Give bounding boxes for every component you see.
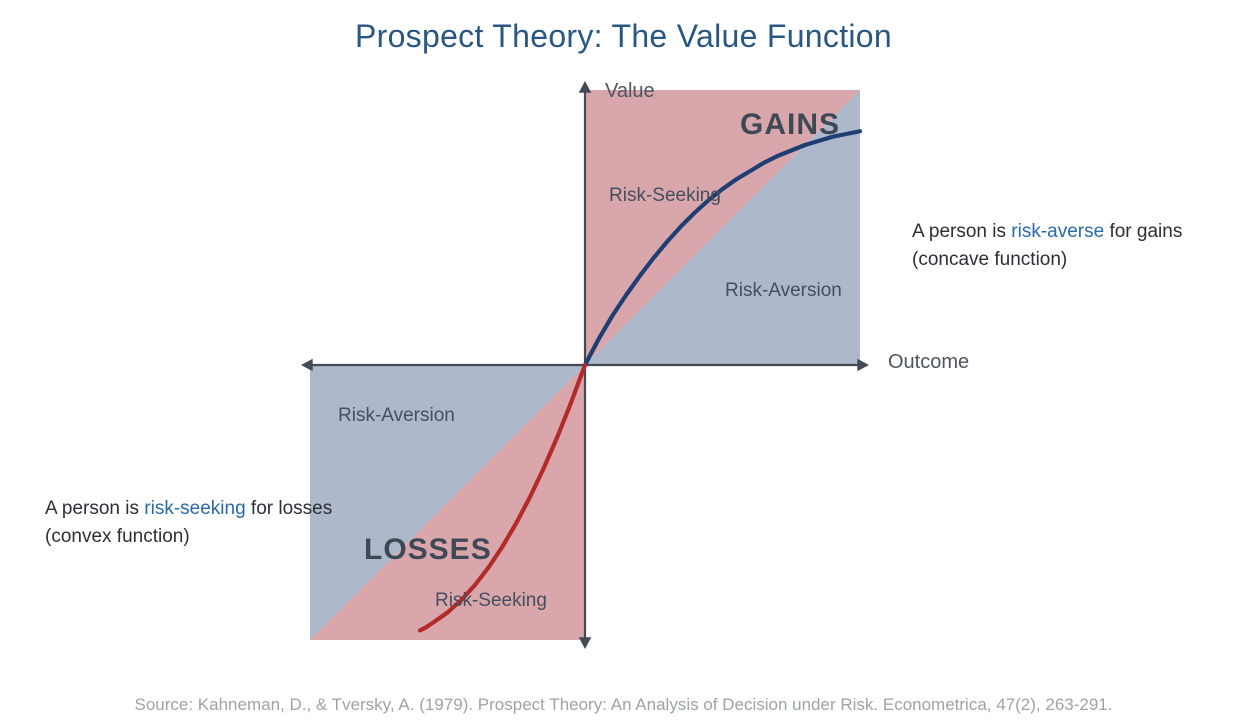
annotation-losses-text-3: (convex function) <box>45 526 190 547</box>
source-citation: Source: Kahneman, D., & Tversky, A. (197… <box>0 695 1247 715</box>
axis-label-value: Value <box>605 80 655 103</box>
q1-lower-label: Risk-Aversion <box>725 280 842 302</box>
losses-heading: LOSSES <box>364 533 492 567</box>
arrow-right-icon <box>857 359 869 372</box>
annotation-gains-highlight: risk-averse <box>1011 221 1104 242</box>
annotation-gains-text-2: for gains <box>1104 221 1182 242</box>
annotation-gains-text-1: A person is <box>912 221 1011 242</box>
annotation-gains: A person is risk-averse for gains (conca… <box>912 218 1212 273</box>
annotation-losses-highlight: risk-seeking <box>144 498 245 519</box>
arrow-down-icon <box>579 637 592 649</box>
page-title: Prospect Theory: The Value Function <box>0 18 1247 55</box>
chart-area: Value Outcome GAINS LOSSES Risk-Seeking … <box>310 90 860 640</box>
q3-upper-label: Risk-Aversion <box>338 405 455 427</box>
annotation-losses: A person is risk-seeking for losses (con… <box>45 495 345 550</box>
annotation-losses-text-2: for losses <box>246 498 333 519</box>
q1-upper-label: Risk-Seeking <box>609 185 721 207</box>
gains-heading: GAINS <box>740 108 840 142</box>
page: Prospect Theory: The Value Function <box>0 0 1247 727</box>
arrow-left-icon <box>301 359 313 372</box>
arrow-up-icon <box>579 81 592 93</box>
annotation-losses-text-1: A person is <box>45 498 144 519</box>
annotation-gains-text-3: (concave function) <box>912 249 1067 270</box>
axis-label-outcome: Outcome <box>888 351 969 374</box>
q3-lower-label: Risk-Seeking <box>435 590 547 612</box>
